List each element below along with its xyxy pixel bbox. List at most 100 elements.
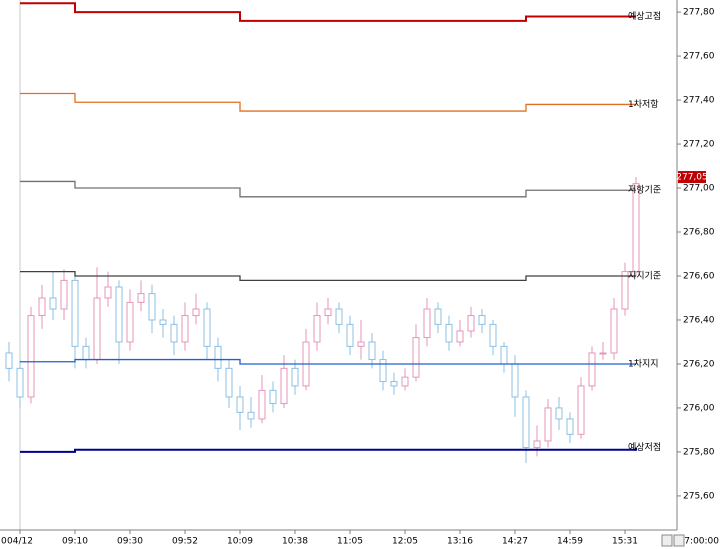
- candle-body: [621, 271, 629, 310]
- scroll-button[interactable]: [661, 534, 673, 547]
- candle-body: [247, 411, 255, 420]
- x-tick-label: 12:05: [392, 537, 418, 547]
- y-tick-label: 275,80: [683, 447, 715, 457]
- candle-body: [610, 308, 618, 354]
- candle-body: [82, 345, 90, 361]
- candle-body: [577, 385, 585, 435]
- level-label: 1차저항: [628, 98, 659, 110]
- level-line: [20, 180, 636, 198]
- candle-body: [588, 352, 596, 387]
- y-tick-label: 277,40: [683, 96, 715, 106]
- candle-body: [324, 308, 332, 317]
- level-label: 저항기준: [628, 185, 661, 196]
- candle-body: [269, 389, 277, 405]
- level-line: [20, 270, 636, 282]
- level-label: 예상저점: [628, 441, 661, 453]
- candle-body: [71, 279, 79, 347]
- candle-body: [489, 323, 497, 347]
- candle-body: [533, 440, 541, 449]
- candle-body: [401, 376, 409, 387]
- level-line: [20, 2, 636, 22]
- candle-body: [104, 286, 112, 299]
- y-tick-label: 277,60: [683, 52, 715, 62]
- candle-body: [280, 367, 288, 405]
- candle-body: [181, 315, 189, 343]
- x-tick-label: 09:30: [117, 537, 143, 547]
- x-tick-label: 10:09: [227, 537, 253, 547]
- level-line: [20, 447, 637, 453]
- candle-body: [148, 293, 156, 321]
- y-tick-label: 277,20: [683, 140, 715, 150]
- candle-body: [137, 293, 145, 303]
- x-tick-label: 04/12: [7, 537, 33, 547]
- candle-body: [478, 315, 486, 325]
- level-line: [20, 358, 636, 365]
- candle-body: [390, 381, 398, 387]
- candle-body: [599, 352, 607, 355]
- candle-body: [5, 352, 13, 369]
- x-tick-label: 10:38: [282, 537, 308, 547]
- y-tick-label: 276,00: [683, 403, 715, 413]
- scroll-button[interactable]: [673, 534, 685, 547]
- x-tick-label: 15:31: [612, 537, 638, 547]
- candle-body: [192, 308, 200, 317]
- candle-body: [16, 367, 24, 398]
- candle-body: [27, 315, 35, 398]
- y-tick-label: 277,00: [683, 184, 715, 194]
- y-tick-label: 276,40: [683, 315, 715, 325]
- candle-body: [445, 323, 453, 343]
- candle-body: [313, 315, 321, 343]
- candle-body: [456, 330, 464, 343]
- level-label: 예상고점: [628, 10, 661, 22]
- y-tick-label: 277,80: [683, 8, 715, 18]
- candle-body: [632, 183, 640, 273]
- candle-body: [544, 407, 552, 442]
- y-tick-label: 276,80: [683, 228, 715, 238]
- x-tick-label: 14:59: [557, 537, 583, 547]
- x-tick-label: 11:05: [337, 537, 363, 547]
- y-tick-label: 276,20: [683, 359, 715, 369]
- candle-body: [126, 301, 134, 343]
- candle-body: [214, 345, 222, 369]
- x-tick-label: 13:16: [447, 537, 473, 547]
- x-axis-left-text: 0: [1, 537, 7, 547]
- candle-body: [368, 341, 376, 361]
- x-axis-right-text: 17:00:00: [679, 537, 720, 547]
- candle-body: [291, 367, 299, 387]
- candle-body: [566, 418, 574, 435]
- candle-body: [93, 297, 101, 361]
- candle-body: [379, 359, 387, 383]
- candle-body: [49, 297, 57, 310]
- x-tick-label: 09:10: [62, 537, 88, 547]
- candle-body: [335, 308, 343, 325]
- last-price-label: 277,05: [676, 173, 708, 183]
- candle-body: [115, 286, 123, 343]
- candle-body: [357, 341, 365, 347]
- level-line: [20, 92, 636, 112]
- candle-body: [258, 389, 266, 420]
- candle-body: [203, 308, 211, 347]
- candle-body: [555, 407, 563, 420]
- candle-body: [500, 345, 508, 365]
- candle-body: [159, 319, 167, 325]
- level-label: 1차지지: [628, 357, 659, 369]
- candle-body: [225, 367, 233, 398]
- x-tick-label: 09:52: [172, 537, 198, 547]
- candle-body: [38, 297, 46, 317]
- candle-body: [170, 323, 178, 343]
- last-price-box: [678, 171, 706, 184]
- candle-body: [434, 308, 442, 325]
- candle-body: [423, 308, 431, 339]
- y-tick-label: 275,60: [683, 491, 715, 501]
- candle-body: [412, 337, 420, 378]
- candle-body: [60, 279, 68, 310]
- candle-body: [467, 315, 475, 332]
- candle-body: [346, 323, 354, 347]
- x-tick-label: 14:27: [502, 537, 528, 547]
- y-tick-label: 276,60: [683, 271, 715, 281]
- candle-body: [236, 396, 244, 413]
- candle-body: [522, 396, 530, 449]
